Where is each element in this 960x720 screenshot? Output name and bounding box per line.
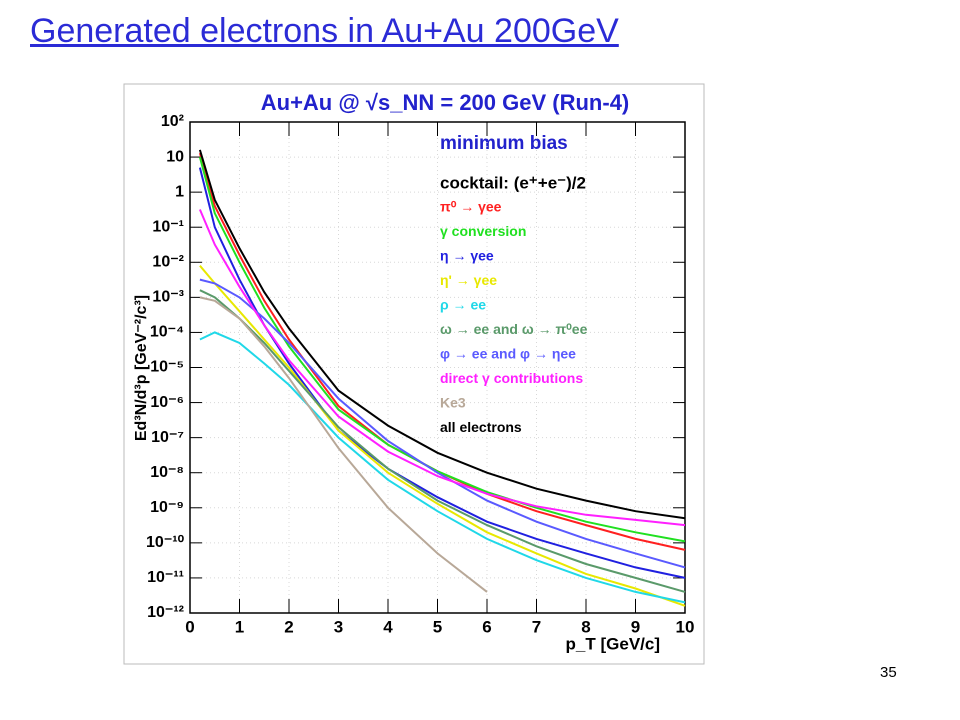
y-tick-label: 10⁻¹⁰	[146, 534, 185, 551]
series-line	[199, 265, 686, 607]
series-line	[198, 209, 686, 527]
y-tick-label: 10⁻¹²	[147, 604, 184, 621]
y-tick-label: 10⁻⁹	[150, 499, 184, 516]
legend-label: φ → ee and φ → ηee	[440, 346, 576, 362]
y-tick-label: 10²	[161, 113, 184, 130]
x-tick-label: 3	[334, 617, 343, 636]
x-axis-label: p_T [GeV/c]	[566, 634, 660, 653]
slide-title: Generated electrons in Au+Au 200GeV	[30, 12, 619, 50]
x-tick-label: 8	[581, 617, 590, 636]
chart-panel	[123, 83, 705, 665]
legend-label: π⁰ → γee	[440, 199, 502, 215]
legend-label: η → γee	[440, 248, 494, 264]
y-tick-label: 10	[166, 148, 184, 165]
chart-title: Au+Au @ √s_NN = 200 GeV (Run-4)	[261, 90, 630, 115]
legend-label: direct γ contributions	[440, 370, 583, 386]
y-tick-label: 10⁻³	[152, 289, 184, 306]
annotation: cocktail: (e⁺+e⁻)/2	[440, 173, 586, 192]
legend-label: ρ → ee	[440, 297, 486, 313]
y-tick-label: 10⁻⁶	[150, 394, 184, 411]
page-number: 35	[880, 664, 897, 681]
y-tick-label: 10⁻⁴	[150, 324, 184, 341]
y-tick-label: 10⁻⁸	[150, 464, 184, 481]
legend-label: γ conversion	[440, 223, 526, 239]
legend-label: Ke3	[440, 395, 466, 411]
x-tick-label: 4	[383, 617, 393, 636]
series-line	[198, 156, 686, 543]
legend-label: ω → ee and ω → π⁰ee	[440, 321, 588, 337]
series-line	[199, 296, 488, 593]
y-tick-label: 10⁻¹¹	[147, 569, 184, 586]
x-tick-label: 5	[433, 617, 442, 636]
x-tick-label: 7	[532, 617, 541, 636]
legend-label: all electrons	[440, 419, 522, 435]
x-tick-label: 6	[482, 617, 491, 636]
legend-label: η' → γee	[440, 272, 497, 288]
series-line	[199, 331, 686, 604]
y-tick-label: 10⁻⁵	[150, 359, 184, 376]
x-tick-label: 0	[185, 617, 194, 636]
y-tick-label: 10⁻²	[152, 254, 184, 271]
y-tick-label: 1	[175, 183, 184, 200]
series-line	[199, 278, 686, 569]
y-tick-label: 10⁻⁷	[151, 429, 184, 446]
x-tick-label: 10	[676, 617, 695, 636]
series-line	[198, 149, 686, 520]
x-tick-label: 9	[631, 617, 640, 636]
annotation: minimum bias	[440, 133, 568, 154]
y-axis-label: Ed³N/d³p [GeV⁻²/c³]	[133, 295, 150, 441]
y-tick-label: 10⁻¹	[152, 218, 184, 235]
x-tick-label: 2	[284, 617, 293, 636]
x-tick-label: 1	[235, 617, 244, 636]
plot-frame	[189, 121, 686, 614]
